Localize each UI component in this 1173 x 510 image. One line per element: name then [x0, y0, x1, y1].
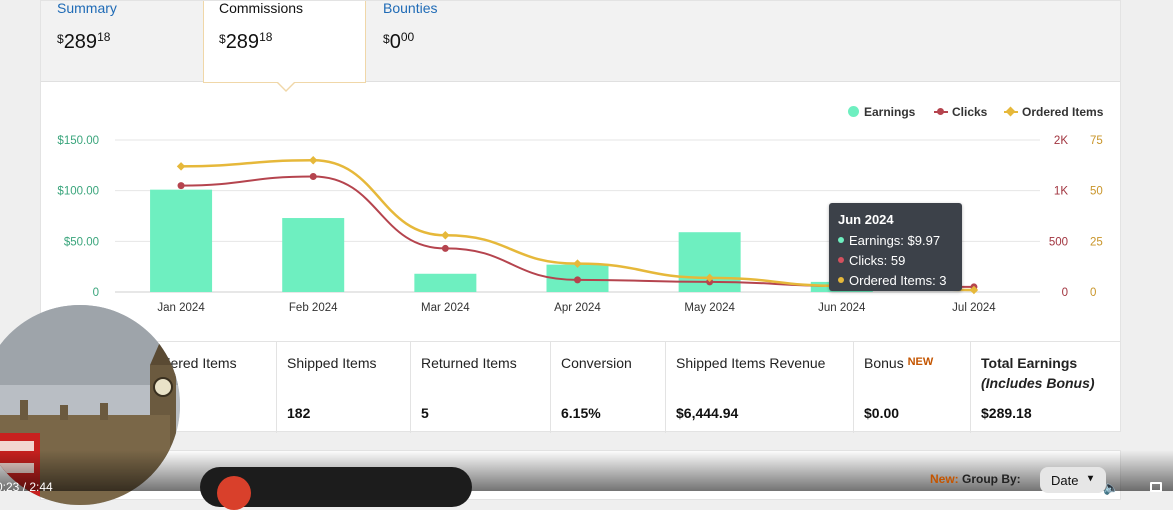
tab-commissions-amount: $28918	[219, 30, 273, 53]
legend-clicks[interactable]: Clicks	[934, 105, 987, 119]
legend-earnings-label: Earnings	[864, 105, 916, 119]
x-axis-tick: Feb 2024	[289, 302, 338, 314]
legend-ordered-items-label: Ordered Items	[1022, 105, 1104, 119]
stat-returned-items-value: 5	[421, 405, 429, 421]
left-axis-tick: $150.00	[57, 135, 99, 147]
ordered-axis-tick: 75	[1090, 135, 1103, 147]
video-time: 0:23 / 2:44	[0, 480, 53, 494]
stat-bonus-value: $0.00	[864, 405, 900, 421]
left-axis-tick: $50.00	[64, 236, 99, 248]
stat-bonus-label: Bonus	[864, 355, 904, 371]
group-by-control: New: Group By:	[930, 472, 1021, 486]
clicks-axis-tick: 1K	[1054, 186, 1068, 198]
group-by-select-value: Date	[1051, 473, 1079, 488]
group-by-select[interactable]: Date ▾	[1040, 467, 1106, 493]
stat-returned-items-label: Returned Items	[421, 355, 517, 371]
stat-ordered-items-label: rdered Items	[158, 355, 237, 371]
legend-earnings-swatch	[848, 106, 859, 117]
x-axis-tick: May 2024	[684, 302, 735, 314]
stat-conversion-value: 6.15%	[561, 405, 601, 421]
ordered-axis-tick: 50	[1090, 186, 1103, 198]
video-controls-shade	[0, 450, 1173, 491]
legend-clicks-swatch	[934, 106, 948, 117]
legend-ordered-items-swatch	[1004, 106, 1018, 117]
ordered-axis-tick: 0	[1090, 287, 1096, 299]
tooltip-row-ordered-items: Ordered Items: 3	[838, 273, 947, 288]
group-by-label: Group By:	[962, 472, 1021, 486]
clicks-axis-tick: 2K	[1054, 135, 1068, 147]
legend-clicks-label: Clicks	[952, 105, 988, 119]
earnings-bar	[414, 273, 477, 292]
stat-shipped-revenue-value: $6,444.94	[676, 405, 739, 421]
stat-total-earnings-value: $289.18	[981, 405, 1032, 421]
tab-commissions[interactable]: Commissions $28918	[203, 0, 366, 92]
x-axis-tick: Jun 2024	[818, 302, 866, 314]
tab-bounties-label[interactable]: Bounties	[383, 0, 438, 16]
tab-summary-label[interactable]: Summary	[57, 0, 117, 16]
stat-shipped-items: Shipped Items 182	[277, 342, 411, 433]
chart-tooltip: Jun 2024 Earnings: $9.97 Clicks: 59 Orde…	[829, 203, 962, 291]
clicks-point	[309, 172, 317, 180]
volume-icon[interactable]: 🔈	[1103, 480, 1120, 495]
stat-shipped-revenue: Shipped Items Revenue $6,444.94	[666, 342, 854, 433]
stat-returned-items: Returned Items 5	[411, 342, 551, 433]
clicks-point	[441, 244, 449, 252]
left-axis-tick: $100.00	[57, 186, 99, 198]
stat-total-earnings: Total Earnings (Includes Bonus) $289.18	[971, 342, 1121, 433]
stat-bonus: Bonus NEW $0.00	[854, 342, 971, 433]
recording-controls[interactable]	[200, 467, 472, 510]
tabs-bar: Summary $28918 Commissions $28918 Bounti…	[41, 0, 1120, 92]
stat-shipped-items-value: 182	[287, 405, 311, 421]
x-axis-tick: Jan 2024	[157, 302, 205, 314]
chevron-down-icon: ▾	[1088, 473, 1094, 484]
tab-summary-amount: $28918	[57, 30, 111, 53]
stat-total-earnings-sublabel: (Includes Bonus)	[981, 375, 1095, 391]
stat-conversion-label: Conversion	[561, 355, 632, 371]
stats-row: rdered Items Shipped Items 182 Returned …	[40, 341, 1121, 433]
ordered-items-point	[441, 231, 450, 240]
stat-conversion: Conversion 6.15%	[551, 342, 666, 433]
legend-earnings[interactable]: Earnings	[848, 105, 915, 119]
ordered-axis-tick: 25	[1090, 236, 1103, 248]
ordered-items-point	[969, 285, 979, 295]
earnings-bar	[282, 218, 345, 292]
clicks-axis-tick: 0	[1062, 287, 1068, 299]
tab-bounties-amount: $000	[383, 30, 415, 53]
x-axis-tick: Mar 2024	[421, 302, 470, 314]
ordered-items-point	[308, 156, 318, 165]
stat-shipped-items-label: Shipped Items	[287, 355, 377, 371]
stat-ordered-items: rdered Items	[40, 342, 277, 433]
x-axis-tick: Apr 2024	[554, 302, 601, 314]
stat-shipped-revenue-label: Shipped Items Revenue	[676, 355, 826, 371]
tooltip-row-earnings: Earnings: $9.97	[838, 233, 940, 248]
legend-ordered-items[interactable]: Ordered Items	[1004, 105, 1103, 119]
record-button[interactable]	[217, 476, 251, 510]
left-axis-tick: 0	[93, 287, 99, 299]
ordered-items-point	[176, 162, 186, 171]
new-badge: NEW	[907, 356, 934, 368]
clicks-point	[574, 276, 581, 284]
x-axis-tick: Jul 2024	[952, 302, 996, 314]
clicks-point	[177, 182, 185, 190]
active-tab-caret	[276, 81, 296, 92]
tooltip-row-clicks: Clicks: 59	[838, 253, 905, 268]
tab-commissions-label[interactable]: Commissions	[219, 0, 304, 16]
tooltip-title: Jun 2024	[838, 212, 894, 227]
clicks-axis-tick: 500	[1049, 236, 1068, 248]
stat-bonus-label-wrap: Bonus NEW	[864, 355, 933, 371]
earnings-bar	[150, 189, 213, 292]
group-by-new-label: New:	[930, 472, 959, 486]
stat-total-earnings-label: Total Earnings	[981, 355, 1078, 371]
